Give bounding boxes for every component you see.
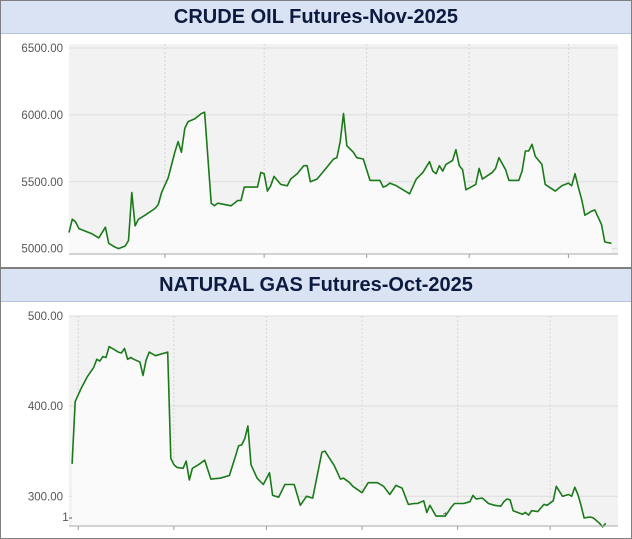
panel-separator xyxy=(1,267,631,269)
crude-oil-chart: 5000.005500.006000.006500.001-Jun1-Jul1-… xyxy=(21,43,618,258)
natural-gas-panel: NATURAL GAS Futures-Oct-2025 300.00 400.0… xyxy=(1,269,631,538)
natural-gas-y-tick-label: 300.00 xyxy=(28,491,63,503)
natural-gas-series-line xyxy=(71,345,607,528)
crude-oil-series-area xyxy=(69,112,612,254)
natural-gas-chart: 300.00400.00500.001-May1-Jun1-Jul1-Aug1-… xyxy=(28,311,618,530)
crude-oil-y-tick-label: 5000.00 xyxy=(21,244,63,256)
crude-oil-panel: CRUDE OIL Futures-Nov-2025 5000.00 5500.0… xyxy=(1,1,631,267)
natural-gas-y-tick-label: 400.00 xyxy=(28,401,63,413)
crude-oil-y-tick-label: 5500.00 xyxy=(21,177,63,189)
crude-oil-series-line xyxy=(68,111,612,250)
crude-oil-y-tick-label: 6000.00 xyxy=(21,110,63,122)
natural-gas-y-tick-label: 500.00 xyxy=(28,311,63,323)
crude-oil-chart-title: CRUDE OIL Futures-Nov-2025 xyxy=(1,1,631,34)
crude-oil-y-tick-label: 6500.00 xyxy=(21,43,63,55)
natural-gas-chart-title: NATURAL GAS Futures-Oct-2025 xyxy=(1,269,631,302)
natural-gas-series-area xyxy=(72,346,606,527)
